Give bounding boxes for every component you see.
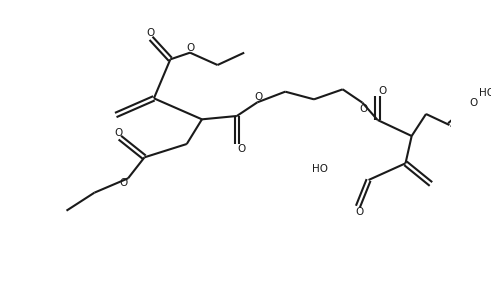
Text: O: O [115,128,123,138]
Text: O: O [355,207,364,217]
Text: HO: HO [479,88,491,98]
Text: O: O [119,178,128,188]
Text: HO: HO [312,164,328,174]
Text: O: O [254,92,262,102]
Text: O: O [187,43,195,53]
Text: O: O [469,98,477,108]
Text: O: O [378,86,386,96]
Text: O: O [146,28,154,38]
Text: O: O [359,104,367,114]
Text: O: O [237,144,246,154]
